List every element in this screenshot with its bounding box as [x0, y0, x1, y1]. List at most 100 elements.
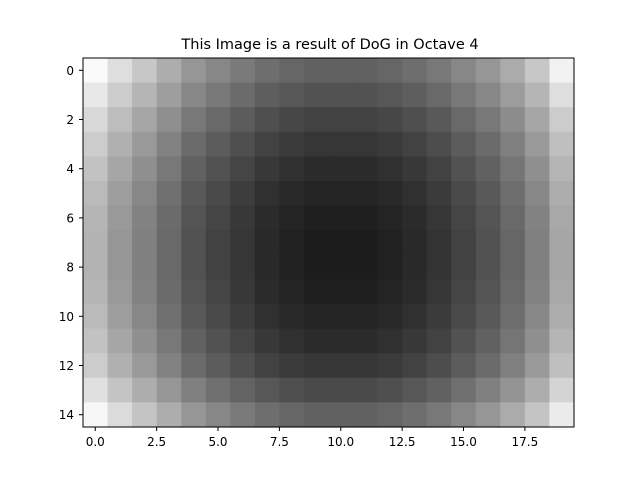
- heatmap-cell: [426, 131, 452, 157]
- heatmap-cell: [254, 230, 280, 256]
- heatmap-cell: [377, 230, 403, 256]
- heatmap-cell: [377, 58, 403, 84]
- heatmap-cell: [475, 304, 501, 330]
- heatmap-cell: [181, 58, 207, 84]
- heatmap-cell: [402, 328, 428, 354]
- heatmap-cell: [377, 205, 403, 231]
- heatmap-cell: [230, 205, 256, 231]
- heatmap-cell: [328, 131, 354, 157]
- heatmap-cell: [132, 205, 158, 231]
- heatmap-cell: [451, 377, 477, 403]
- heatmap-cell: [156, 254, 182, 280]
- heatmap-cell: [279, 156, 305, 182]
- heatmap-cell: [549, 353, 575, 379]
- heatmap-cell: [426, 304, 452, 330]
- heatmap-cell: [549, 402, 575, 428]
- y-tick-label: 10: [59, 310, 74, 324]
- heatmap-cell: [426, 254, 452, 280]
- heatmap-cell: [328, 254, 354, 280]
- heatmap-cell: [230, 181, 256, 207]
- heatmap-cell: [156, 156, 182, 182]
- heatmap-cell: [426, 156, 452, 182]
- heatmap-cell: [549, 82, 575, 108]
- heatmap-cell: [402, 181, 428, 207]
- heatmap-cell: [524, 254, 551, 280]
- axes-frame: [82, 57, 575, 428]
- heatmap-cell: [549, 279, 575, 305]
- heatmap-cell: [156, 58, 182, 84]
- heatmap-cell: [500, 131, 526, 157]
- heatmap-cell: [451, 156, 477, 182]
- x-tick-label: 12.5: [389, 435, 416, 449]
- heatmap-cell: [156, 402, 182, 428]
- heatmap-cell: [230, 402, 256, 428]
- heatmap-cell: [205, 156, 231, 182]
- heatmap-cell: [328, 230, 354, 256]
- heatmap-cell: [230, 304, 256, 330]
- heatmap-cell: [181, 353, 207, 379]
- heatmap-cell: [475, 58, 501, 84]
- heatmap-cell: [500, 181, 526, 207]
- heatmap-cell: [426, 205, 452, 231]
- heatmap-cell: [402, 156, 428, 182]
- heatmap-cell: [451, 402, 477, 428]
- heatmap-cell: [402, 254, 428, 280]
- heatmap-cell: [303, 377, 330, 403]
- heatmap-cell: [156, 107, 182, 133]
- heatmap-cell: [426, 377, 452, 403]
- y-tick-label: 0: [66, 64, 74, 78]
- heatmap-cell: [107, 205, 133, 231]
- y-tick-label: 6: [66, 211, 74, 225]
- heatmap-cell: [83, 402, 109, 428]
- heatmap-cell: [377, 279, 403, 305]
- heatmap-cell: [156, 353, 182, 379]
- heatmap-cell: [107, 254, 133, 280]
- heatmap-cell: [230, 82, 256, 108]
- heatmap-cell: [475, 82, 501, 108]
- heatmap-cell: [524, 230, 551, 256]
- heatmap-cell: [107, 304, 133, 330]
- heatmap-cell: [107, 107, 133, 133]
- heatmap-cell: [475, 353, 501, 379]
- heatmap-cell: [303, 328, 330, 354]
- heatmap-cell: [402, 58, 428, 84]
- heatmap-cell: [279, 402, 305, 428]
- heatmap-cell: [230, 328, 256, 354]
- heatmap-cell: [549, 304, 575, 330]
- heatmap-cell: [132, 131, 158, 157]
- x-tick-label: 15.0: [450, 435, 477, 449]
- heatmap-cell: [549, 205, 575, 231]
- heatmap-cell: [230, 131, 256, 157]
- heatmap-cell: [279, 254, 305, 280]
- heatmap-cell: [549, 58, 575, 84]
- heatmap-cell: [156, 205, 182, 231]
- heatmap-cell: [279, 205, 305, 231]
- heatmap-cell: [254, 156, 280, 182]
- heatmap-cell: [303, 156, 330, 182]
- heatmap-cell: [524, 328, 551, 354]
- heatmap-cell: [156, 230, 182, 256]
- heatmap-cell: [107, 353, 133, 379]
- heatmap-cell: [254, 279, 280, 305]
- heatmap-cell: [279, 377, 305, 403]
- y-tick-label: 2: [66, 113, 74, 127]
- heatmap-cell: [451, 353, 477, 379]
- heatmap-cell: [279, 328, 305, 354]
- x-tick-label: 2.5: [147, 435, 166, 449]
- heatmap-cell: [181, 205, 207, 231]
- heatmap-cell: [524, 377, 551, 403]
- heatmap-cell: [107, 377, 133, 403]
- heatmap-cell: [402, 131, 428, 157]
- heatmap-cell: [451, 254, 477, 280]
- heatmap-cell: [156, 131, 182, 157]
- heatmap-cell: [377, 82, 403, 108]
- heatmap-cell: [254, 58, 280, 84]
- heatmap-cell: [451, 279, 477, 305]
- heatmap-cell: [377, 156, 403, 182]
- heatmap-cell: [549, 254, 575, 280]
- heatmap-cell: [353, 377, 379, 403]
- heatmap-cell: [451, 107, 477, 133]
- heatmap-cell: [205, 377, 231, 403]
- heatmap-cell: [500, 58, 526, 84]
